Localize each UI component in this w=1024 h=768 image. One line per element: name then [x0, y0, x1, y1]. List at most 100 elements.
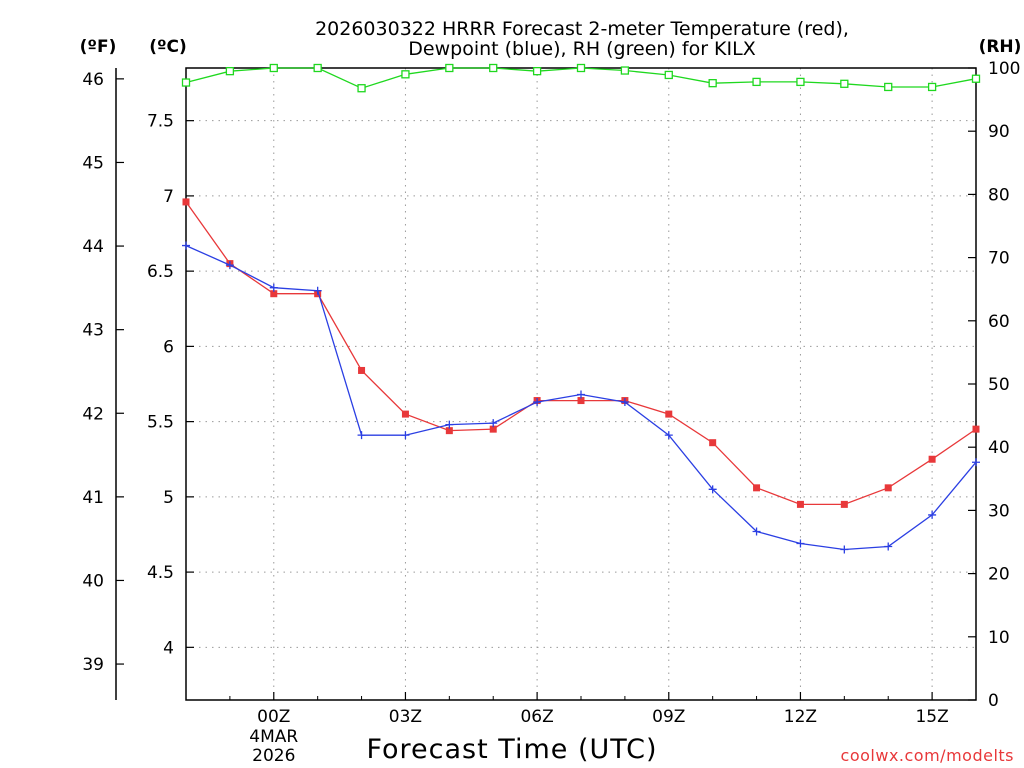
temperature-line	[185, 201, 977, 506]
chart-title-line-2: Dewpoint (blue), RH (green) for KILX	[408, 38, 755, 60]
credit-text: coolwx.com/modelts	[841, 746, 1014, 765]
rh-tick-label: 0	[988, 691, 999, 711]
temperature-point	[489, 425, 497, 433]
fahrenheit-tick-label: 46	[82, 70, 104, 90]
celsius-tick-label: 6.5	[147, 262, 174, 282]
dewpoint-point	[489, 419, 498, 428]
dewpoint-point	[182, 241, 190, 250]
rh-tick-label: 50	[988, 375, 1010, 395]
x-axis-label: Forecast Time (UTC)	[366, 734, 657, 765]
dewpoint-point	[225, 261, 234, 270]
rh-point	[708, 79, 717, 88]
dewpoint-point	[620, 398, 629, 407]
fahrenheit-tick-label: 44	[82, 237, 104, 257]
x-tick-label: 00Z	[257, 707, 290, 727]
rh-tick-label: 80	[988, 185, 1010, 205]
dewpoint-point	[884, 542, 893, 551]
temperature-point	[709, 439, 717, 447]
chart-title-line-1: 2026030322 HRRR Forecast 2-meter Tempera…	[315, 18, 849, 40]
rh-point	[664, 70, 673, 80]
rh-point	[181, 78, 191, 87]
x-tick-label: 09Z	[652, 707, 685, 727]
dewpoint-point	[445, 420, 454, 429]
x-tick-sublabel: 4MAR	[249, 727, 298, 747]
dewpoint-point	[577, 390, 585, 399]
rh-point	[269, 63, 278, 73]
fahrenheit-tick-label: 42	[82, 404, 104, 424]
axes	[115, 67, 977, 701]
fahrenheit-tick-label: 41	[82, 488, 104, 508]
fahrenheit-tick-label: 45	[82, 153, 104, 173]
x-tick-label: 03Z	[389, 707, 422, 727]
dewpoint-point	[313, 286, 322, 295]
data-series	[181, 63, 981, 554]
temperature-point	[182, 198, 190, 206]
temperature-point	[577, 397, 585, 405]
celsius-tick-label: 5	[163, 488, 174, 508]
rh-point	[576, 63, 586, 73]
dewpoint-point	[533, 398, 542, 407]
rh-point	[927, 82, 937, 92]
temperature-point	[972, 425, 980, 433]
rh-point	[445, 63, 454, 73]
dewpoint-point	[664, 431, 673, 440]
temperature-point	[840, 500, 848, 508]
temperature-point	[358, 366, 366, 374]
temperature-point	[753, 484, 761, 492]
rh-tick-label: 70	[988, 249, 1010, 269]
rh-point	[489, 63, 498, 73]
rh-point	[796, 77, 805, 87]
celsius-tick-label: 4.5	[147, 563, 174, 583]
celsius-unit-label: (ºC)	[149, 37, 187, 57]
fahrenheit-tick-label: 39	[82, 655, 104, 675]
dewpoint-point	[796, 539, 805, 548]
dewpoint-point	[708, 485, 717, 494]
fahrenheit-unit-label: (ºF)	[80, 37, 117, 57]
axis-ticks: 4 4.5 5 5.5 6 6.5 7 7.5 39 40 41 42 43 44 45 46 0 10 20 30 4…	[82, 59, 1020, 766]
temperature-point	[928, 455, 936, 463]
rh-tick-label: 60	[988, 312, 1010, 332]
celsius-tick-label: 4	[163, 638, 174, 658]
temperature-point	[401, 410, 409, 418]
fahrenheit-tick-label: 43	[82, 321, 104, 341]
temperature-point	[445, 427, 453, 435]
celsius-tick-label: 6	[163, 337, 174, 357]
dewpoint-point	[401, 431, 410, 440]
dewpoint-point	[928, 510, 937, 519]
celsius-tick-label: 7.5	[147, 112, 174, 132]
celsius-tick-label: 5.5	[147, 413, 174, 433]
rh-point	[620, 66, 630, 75]
x-tick-label: 06Z	[520, 707, 553, 727]
dewpoint-point	[972, 458, 980, 467]
dewpoint-point	[357, 431, 366, 440]
plot-frame	[185, 67, 977, 701]
dewpoint-point	[752, 527, 761, 536]
rh-tick-label: 10	[988, 628, 1010, 648]
rh-point	[357, 84, 366, 93]
rh-point	[225, 67, 235, 76]
x-tick-label: 12Z	[784, 707, 817, 727]
rh-tick-label: 100	[988, 59, 1020, 79]
gridlines	[186, 68, 976, 700]
rh-unit-label: (RH)	[979, 37, 1022, 57]
rh-point	[532, 67, 542, 76]
fahrenheit-tick-label: 40	[82, 571, 104, 591]
dewpoint-point	[840, 545, 849, 554]
rh-point	[971, 74, 981, 83]
celsius-tick-label: 7	[163, 187, 174, 207]
rh-point	[840, 79, 849, 88]
rh-point	[313, 63, 322, 73]
x-tick-label: 15Z	[915, 707, 948, 727]
rh-point	[752, 77, 761, 87]
x-tick-sublabel: 2026	[252, 746, 295, 766]
rh-tick-label: 20	[988, 565, 1010, 585]
dewpoint-point	[269, 283, 278, 292]
rh-point	[401, 70, 410, 79]
temperature-point	[796, 500, 804, 508]
temperature-point	[884, 484, 892, 492]
rh-tick-label: 90	[988, 122, 1010, 142]
rh-tick-label: 30	[988, 501, 1010, 521]
rh-tick-label: 40	[988, 438, 1010, 458]
rh-point	[884, 82, 893, 92]
